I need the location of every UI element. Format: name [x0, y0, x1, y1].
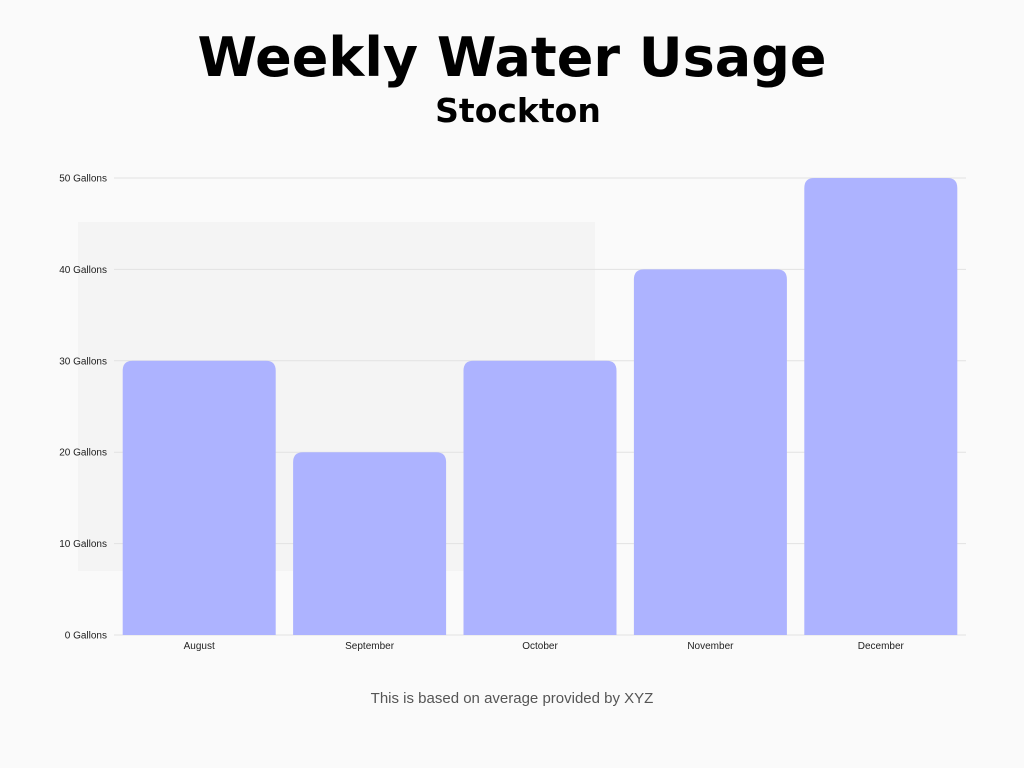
- y-tick-label: 10 Gallons: [59, 539, 107, 550]
- y-tick-label: 40 Gallons: [59, 265, 107, 276]
- x-tick-label: November: [687, 641, 734, 652]
- bar: [463, 360, 617, 635]
- x-tick-label: October: [522, 641, 558, 652]
- x-tick-label: September: [345, 641, 395, 652]
- x-tick-label: December: [858, 641, 905, 652]
- source-footnote: This is based on average provided by XYZ: [370, 690, 654, 707]
- y-tick-label: 50 Gallons: [59, 174, 107, 185]
- bar: [293, 452, 447, 635]
- y-tick-label: 20 Gallons: [59, 448, 107, 459]
- y-tick-label: 0 Gallons: [65, 631, 107, 642]
- chart-subtitle: Stockton: [435, 91, 601, 130]
- x-tick-label: August: [184, 641, 215, 652]
- bar: [804, 178, 958, 635]
- y-tick-label: 30 Gallons: [59, 356, 107, 367]
- chart-title: Weekly Water Usage: [197, 26, 827, 89]
- bar: [122, 360, 276, 635]
- bar: [633, 269, 787, 635]
